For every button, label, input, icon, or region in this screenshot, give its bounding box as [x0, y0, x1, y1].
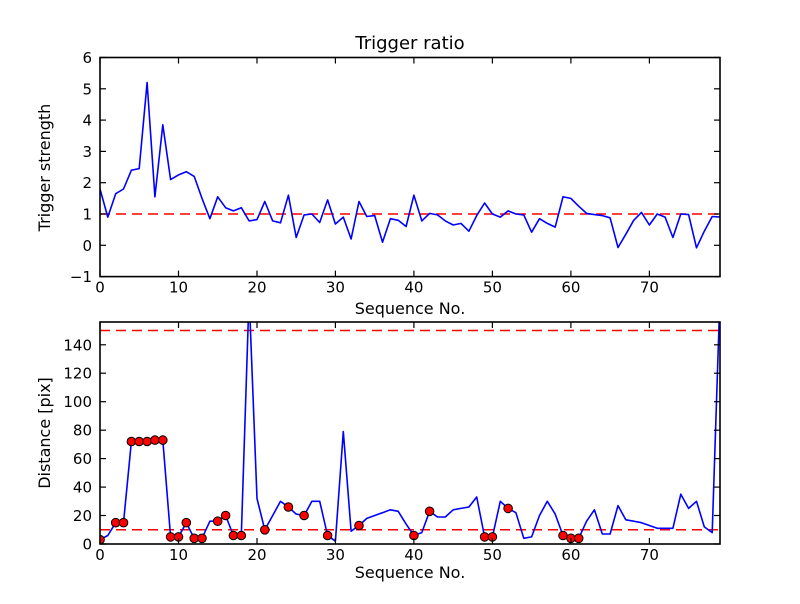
- event-marker: [212, 516, 223, 527]
- event-marker: [142, 436, 152, 447]
- y-tick-label: 1: [82, 206, 92, 224]
- event-marker: [299, 510, 309, 521]
- y-tick-label: 4: [82, 112, 92, 130]
- y-tick-label: 20: [73, 507, 92, 525]
- y-tick-label: 40: [73, 479, 92, 497]
- y-tick-label: −1: [70, 268, 92, 286]
- y-tick-label: 6: [82, 49, 92, 67]
- x-tick-label: 40: [404, 279, 423, 297]
- x-tick-label: 10: [169, 546, 188, 564]
- y-tick-label: 140: [63, 336, 92, 354]
- event-marker: [118, 517, 129, 528]
- y-tick-label: 5: [82, 80, 92, 98]
- event-marker: [197, 533, 207, 544]
- event-marker: [100, 534, 105, 544]
- event-marker: [134, 436, 144, 447]
- event-marker: [354, 520, 364, 531]
- top-plot-axes-box: [99, 56, 721, 278]
- event-marker: [283, 502, 294, 512]
- event-marker: [181, 517, 192, 528]
- bottom-plot: 0 10 20 30 40 50 60 70 0 20 40 60 80 100 120 140: [63, 321, 721, 564]
- event-marker: [236, 530, 247, 541]
- x-tick-label: 20: [247, 279, 266, 297]
- x-tick-label: 70: [640, 279, 659, 297]
- bottom-plot-series-line: [100, 322, 720, 543]
- x-tick-label: 0: [95, 546, 105, 564]
- x-tick-label: 30: [326, 279, 345, 297]
- event-marker: [573, 533, 584, 544]
- y-tick-label: 0: [82, 536, 92, 554]
- event-marker: [165, 532, 176, 542]
- y-tick-label: 100: [63, 393, 92, 411]
- event-marker: [150, 435, 160, 445]
- event-marker: [503, 503, 513, 514]
- x-tick-label: 40: [404, 546, 423, 564]
- figure-title: Trigger ratio: [354, 33, 464, 54]
- event-marker: [322, 530, 333, 541]
- x-tick-label: 30: [326, 546, 345, 564]
- x-tick-label: 0: [95, 279, 105, 297]
- y-tick-label: 2: [82, 174, 92, 192]
- y-tick-label: 80: [73, 422, 92, 440]
- y-tick-label: 60: [73, 450, 92, 468]
- event-marker: [260, 525, 270, 535]
- y-tick-label: 120: [63, 365, 92, 383]
- x-tick-label: 60: [561, 546, 580, 564]
- event-marker: [228, 530, 239, 541]
- bottom-xaxis-label: Sequence No.: [355, 563, 466, 582]
- x-tick-label: 50: [483, 279, 502, 297]
- bottom-plot-axes-box: [99, 321, 721, 545]
- y-tick-label: 3: [82, 143, 92, 161]
- x-tick-label: 20: [247, 546, 266, 564]
- top-plot-series-line: [100, 81, 720, 249]
- event-marker: [558, 530, 568, 541]
- event-marker: [424, 506, 435, 517]
- top-yaxis-label: Trigger strength: [35, 104, 54, 233]
- x-tick-label: 70: [640, 546, 659, 564]
- top-xaxis-label: Sequence No.: [355, 299, 466, 318]
- event-marker: [220, 510, 231, 521]
- y-tick-label: 0: [82, 237, 92, 255]
- x-tick-label: 50: [483, 546, 502, 564]
- bottom-yaxis-label: Distance [pix]: [35, 377, 54, 489]
- x-tick-label: 60: [561, 279, 580, 297]
- x-tick-label: 10: [169, 279, 188, 297]
- event-marker: [158, 435, 168, 445]
